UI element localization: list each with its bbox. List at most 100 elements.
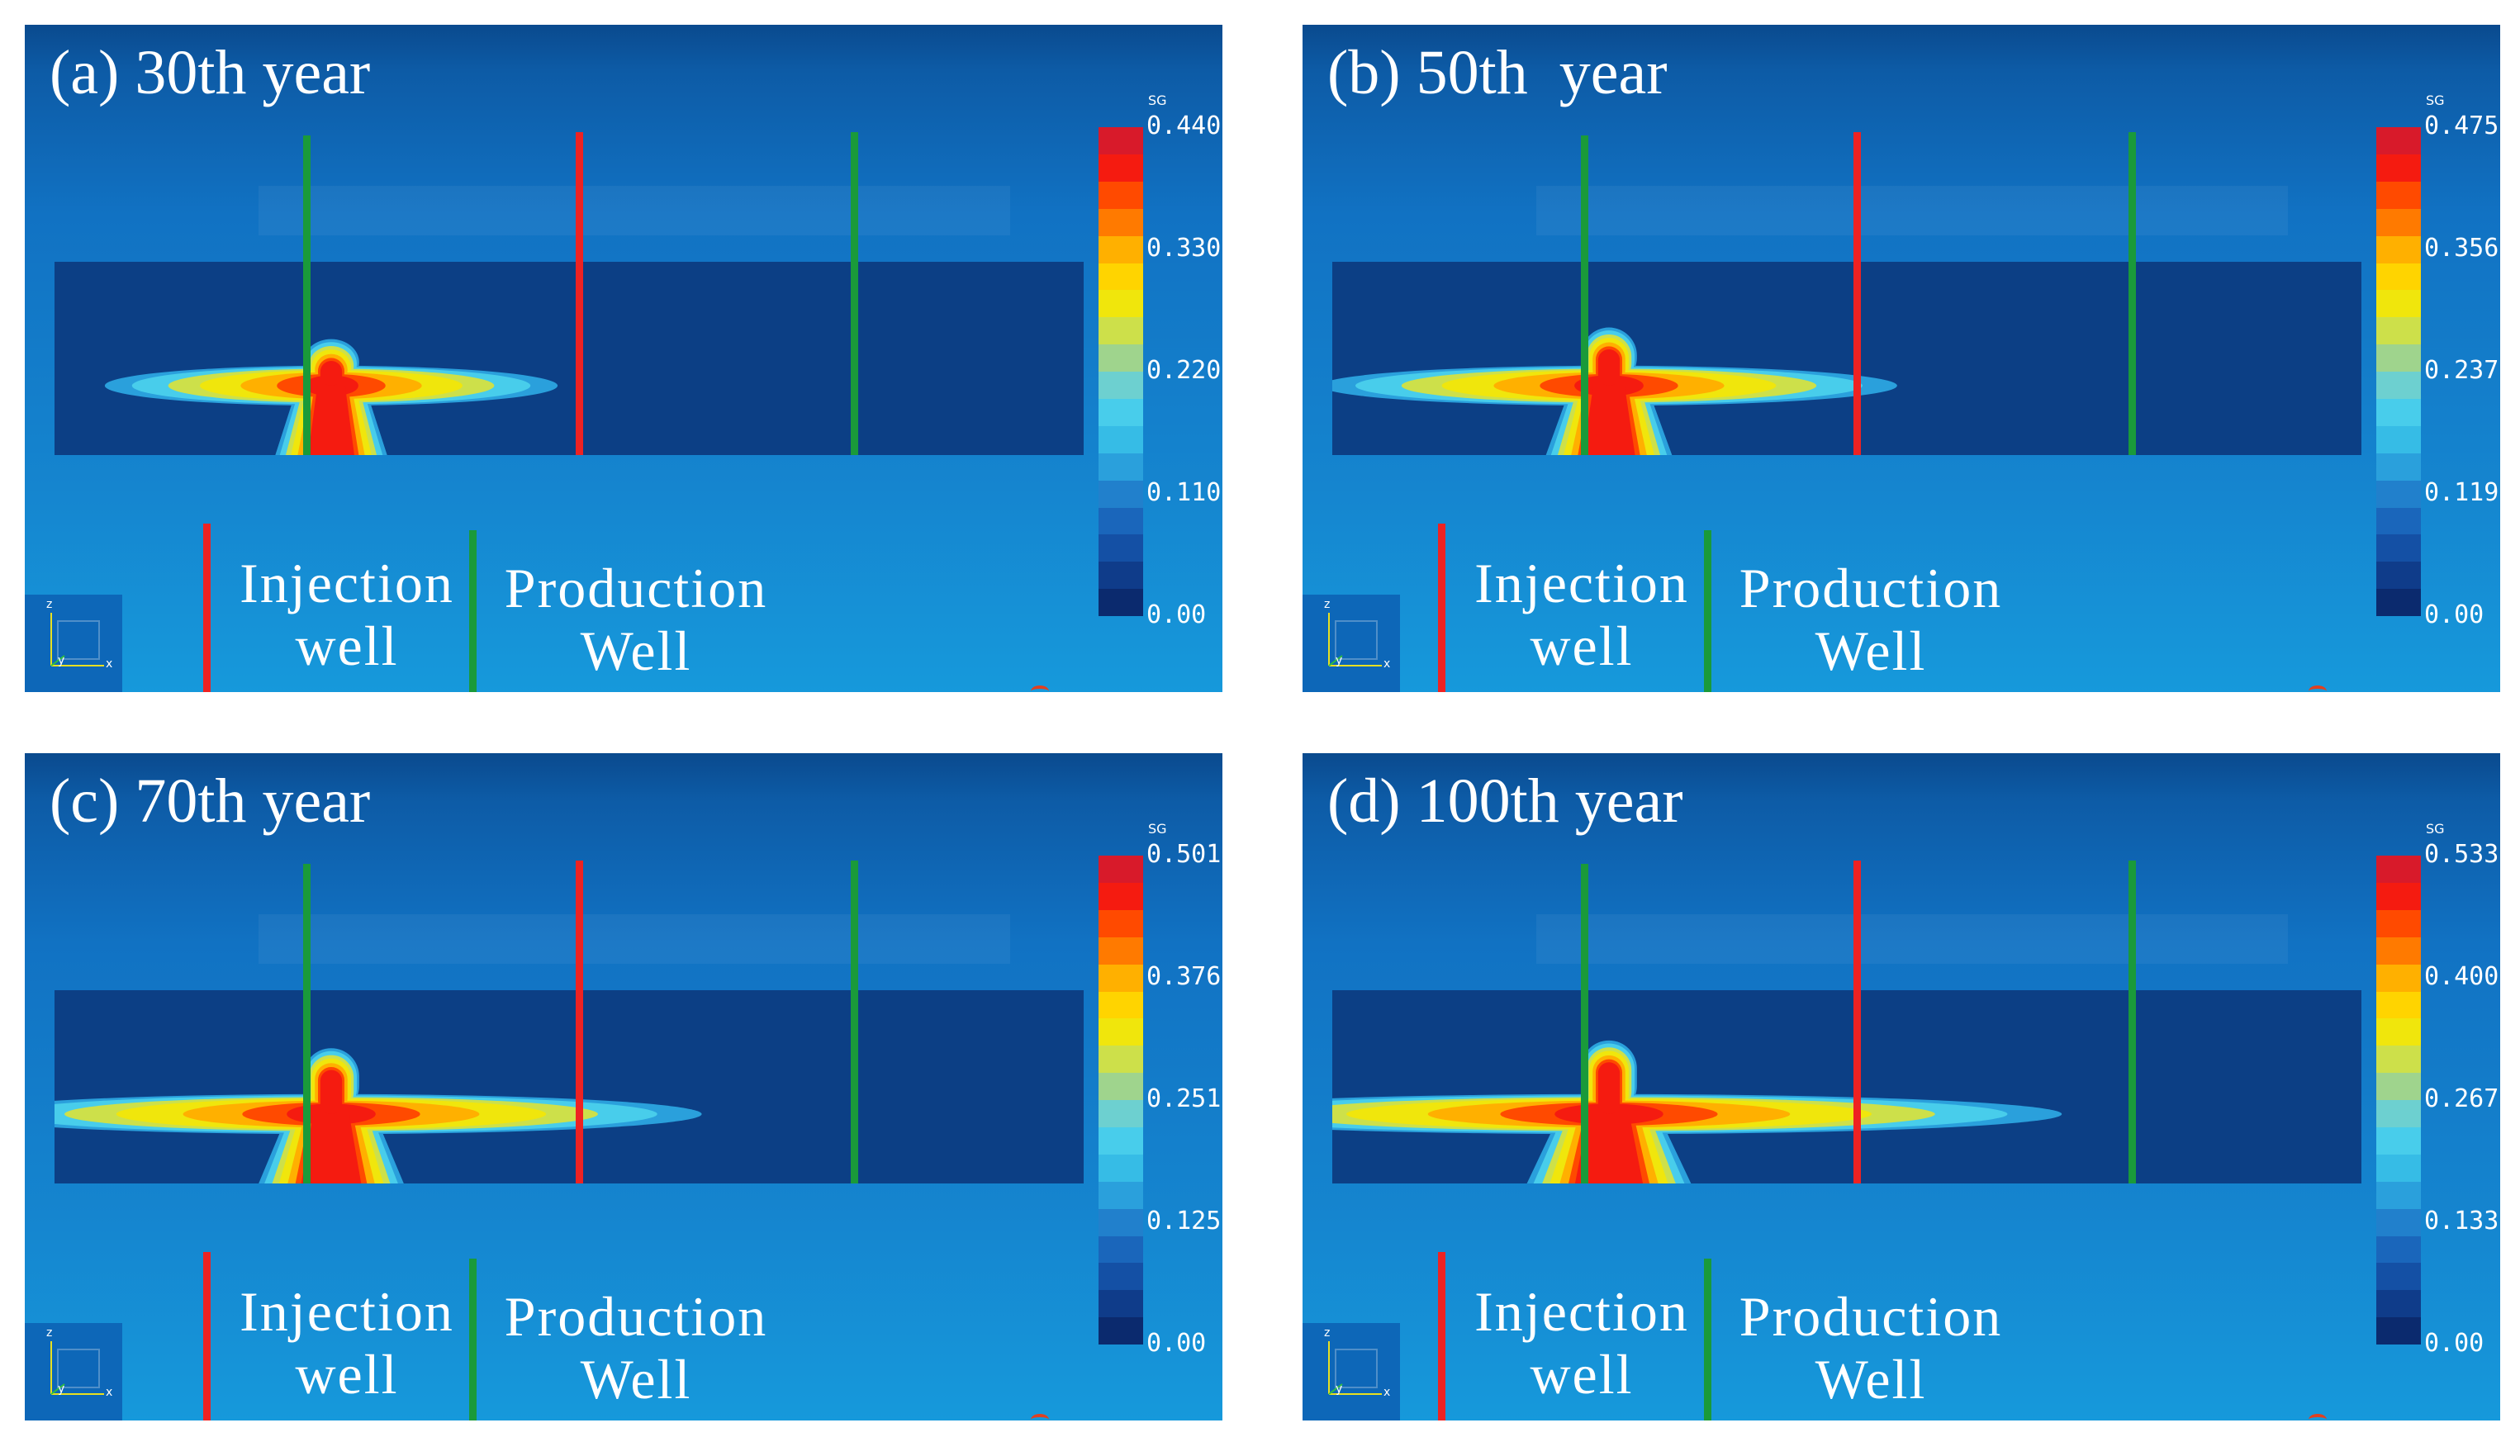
- axis-x-label: x: [1383, 1386, 1391, 1399]
- plume-chimney: [1597, 349, 1621, 386]
- colorbar-segment: [2376, 856, 2421, 883]
- colorbar-segment: [2376, 154, 2421, 182]
- colorbar-segment: [1099, 1073, 1143, 1101]
- panel-title: (a) 30th year: [50, 38, 371, 107]
- axis-z-label: z: [46, 598, 53, 611]
- legend-production-line: [469, 1259, 477, 1420]
- axis-x-label: x: [1383, 657, 1391, 671]
- legend-production-line: [1704, 1259, 1711, 1420]
- axis-z-label: z: [1324, 1326, 1331, 1340]
- legend-injection-label: Injection well: [1474, 1280, 1689, 1406]
- plume-contour: [1574, 349, 1644, 455]
- legend-production-label: Production Well: [1739, 1285, 2003, 1411]
- colorbar-tick-2: 0.267: [2424, 1084, 2499, 1113]
- injection-well: [576, 861, 583, 1183]
- colorbar-segment: [1099, 1018, 1143, 1046]
- legend-injection-line: [1438, 524, 1445, 692]
- colorbar-segment: [1099, 1317, 1143, 1345]
- panel-title: (b) 50th year: [1327, 38, 1668, 107]
- plume-chimney: [320, 1069, 343, 1114]
- colorbar-tick-1: 0.119: [2424, 478, 2499, 507]
- panel-d: (d) 100th year SG 0.533 0.400 0.267 0.13…: [1303, 753, 2500, 1420]
- production-well-left: [303, 135, 311, 455]
- panel-b: (b) 50th year SG 0.475 0.356 0.237 0.119…: [1303, 25, 2500, 692]
- caprock-band: [259, 914, 1010, 964]
- co2-plume: [104, 339, 558, 455]
- colorbar-segment: [2376, 317, 2421, 345]
- colorbar-variable: SG: [2426, 821, 2445, 837]
- colorbar-variable: SG: [1148, 92, 1167, 108]
- injection-well: [1853, 132, 1861, 455]
- axis-x-label: x: [106, 657, 113, 671]
- colorbar-segment: [2376, 1317, 2421, 1345]
- colorbar-segment: [2376, 1235, 2421, 1264]
- legend-injection-label: Injection well: [240, 552, 454, 677]
- colorbar-segment: [2376, 235, 2421, 263]
- colorbar-variable: SG: [2426, 92, 2445, 108]
- colorbar-segment: [1099, 1154, 1143, 1182]
- colorbar-tick-min: 0.00: [1146, 600, 1207, 629]
- colorbar-segment: [2376, 1154, 2421, 1182]
- colorbar-tick-3: 0.400: [2424, 962, 2499, 991]
- legend-injection-label: Injection well: [240, 1280, 454, 1406]
- legend-production-label: Production Well: [504, 1285, 768, 1411]
- colorbar-segment: [2376, 909, 2421, 937]
- production-well-right: [851, 861, 858, 1183]
- colorbar-segment: [2376, 991, 2421, 1019]
- colorbar-segment: [1099, 208, 1143, 236]
- colorbar-segment: [1099, 344, 1143, 372]
- colorbar-tick-max: 0.501: [1146, 840, 1222, 869]
- colorbar-segment: [2376, 534, 2421, 562]
- panel-title: (d) 100th year: [1327, 766, 1683, 836]
- production-well-left: [1581, 864, 1588, 1183]
- colorbar-segment: [1099, 263, 1143, 291]
- axis-y-label: y: [58, 654, 65, 667]
- legend-production-label: Production Well: [1739, 557, 2003, 682]
- reservoir-layer: [55, 262, 1084, 455]
- colorbar-segment: [2376, 1263, 2421, 1291]
- axis-y-label: y: [58, 1382, 65, 1396]
- legend-injection-line: [203, 1252, 211, 1420]
- axis-z-label: z: [1324, 598, 1331, 611]
- colorbar-segment: [2376, 882, 2421, 910]
- colorbar-segment: [1099, 290, 1143, 318]
- caprock-band: [1536, 186, 2288, 235]
- colorbar-tick-1: 0.110: [1146, 478, 1222, 507]
- axis-triad-icon: [50, 613, 104, 666]
- colorbar-segment: [1099, 1181, 1143, 1209]
- colorbar-segment: [2376, 589, 2421, 617]
- colorbar-tick-max: 0.475: [2424, 111, 2499, 140]
- plume-chimney: [320, 361, 343, 386]
- colorbar-segment: [2376, 1126, 2421, 1155]
- plume-chimney: [1597, 1062, 1621, 1114]
- colorbar-tick-3: 0.330: [1146, 234, 1222, 263]
- colorbar-segment: [2376, 425, 2421, 453]
- co2-plume: [1332, 1040, 2062, 1183]
- production-well-left: [303, 864, 311, 1183]
- colorbar-segment: [2376, 181, 2421, 209]
- colorbar-segment: [1099, 453, 1143, 481]
- colorbar-tick-min: 0.00: [1146, 1329, 1207, 1358]
- production-well-right: [2128, 132, 2136, 455]
- colorbar: [1099, 856, 1143, 1345]
- colorbar-segment: [1099, 507, 1143, 535]
- injection-well: [576, 132, 583, 455]
- colorbar-tick-2: 0.237: [2424, 356, 2499, 385]
- colorbar-segment: [1099, 1100, 1143, 1127]
- reservoir-layer: [1332, 990, 2361, 1183]
- plume-fan: [308, 386, 354, 455]
- legend-injection-line: [1438, 1252, 1445, 1420]
- colorbar-segment: [2376, 1018, 2421, 1046]
- reservoir-layer: [55, 990, 1084, 1183]
- colorbar-segment: [2376, 208, 2421, 236]
- colorbar-segment: [1099, 425, 1143, 453]
- colorbar-tick-3: 0.376: [1146, 962, 1222, 991]
- colorbar-segment: [1099, 1235, 1143, 1264]
- colorbar-segment: [2376, 372, 2421, 399]
- panel-title: (c) 70th year: [50, 766, 371, 836]
- colorbar-tick-max: 0.440: [1146, 111, 1222, 140]
- colorbar-segment: [1099, 1263, 1143, 1291]
- production-well-right: [851, 132, 858, 455]
- axis-z-label: z: [46, 1326, 53, 1340]
- panel-c: (c) 70th year SG 0.501 0.376 0.251 0.125…: [25, 753, 1222, 1420]
